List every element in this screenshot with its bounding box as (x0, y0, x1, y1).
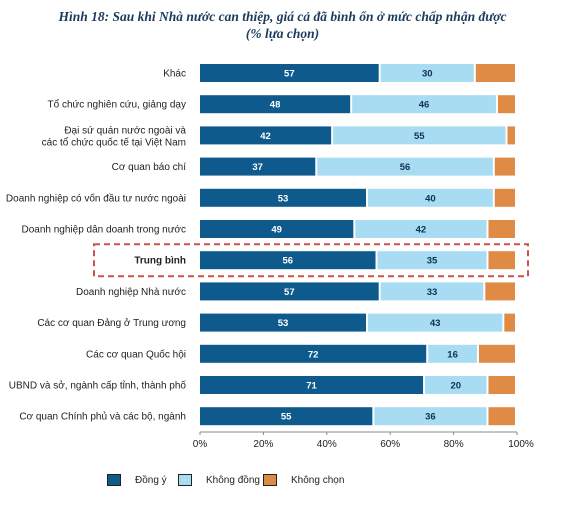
category-label: Doanh nghiệp dân doanh trong nước (22, 225, 187, 236)
data-label: 53 (278, 318, 289, 329)
bar-segment-no-choice (494, 188, 515, 207)
data-label: 49 (271, 225, 282, 236)
category-label: Tổ chức nghiên cứu, giảng dạy (48, 99, 186, 111)
bar-segment-agree (200, 251, 376, 270)
bar-segment-agree (200, 313, 367, 332)
bar-segment-agree (200, 376, 424, 394)
category-label: Doanh nghiệp Nhà nước (76, 287, 186, 298)
bar-segment-agree (200, 95, 351, 114)
data-label: 20 (450, 381, 461, 392)
bar-segment-no-choice (507, 126, 515, 145)
data-label: 37 (252, 162, 263, 173)
bar-segment-disagree (352, 95, 496, 114)
category-label: Doanh nghiệp có vốn đầu tư nước ngoài (6, 192, 186, 204)
bar-segment-disagree (377, 251, 487, 270)
x-tick-label: 80% (444, 439, 464, 450)
bar-segment-disagree (428, 344, 477, 363)
legend-label-disagree: Không đồng ý (206, 474, 268, 486)
bar-segment-agree (200, 407, 373, 426)
data-label: 30 (422, 69, 433, 80)
legend-swatch-disagree (178, 474, 192, 486)
chart-legend: Đồng ý Không đồng ý Không chọn (0, 474, 565, 494)
chart-subtitle: (% lựa chọn) (245, 26, 320, 41)
x-tick-label: 40% (317, 439, 337, 450)
category-label: UBND và sở, ngành cấp tỉnh, thành phố (9, 380, 187, 392)
data-label: 56 (400, 162, 411, 173)
data-label: 43 (430, 318, 441, 329)
data-label: 57 (284, 287, 295, 298)
data-label: 72 (308, 349, 319, 360)
bar-segment-disagree (380, 64, 474, 82)
bar-segment-agree (200, 126, 332, 145)
bar-segment-no-choice (488, 220, 515, 238)
data-label: 42 (260, 131, 271, 142)
data-label: 33 (427, 287, 438, 298)
legend-item-no-choice: Không chọn (263, 474, 344, 486)
data-label: 16 (447, 349, 458, 360)
data-label: 40 (425, 193, 436, 204)
data-label: 48 (270, 100, 281, 111)
data-label: 53 (278, 193, 289, 204)
x-tick-label: 60% (380, 439, 400, 450)
data-label: 71 (306, 381, 317, 392)
data-label: 36 (425, 412, 436, 423)
data-label: 42 (416, 225, 427, 236)
bar-segment-disagree (425, 376, 487, 394)
bar-segment-disagree (368, 188, 493, 207)
bar-segment-agree (200, 64, 379, 82)
data-label: 55 (414, 131, 425, 142)
legend-item-agree: Đồng ý (107, 474, 167, 486)
category-label: Cơ quan Chính phủ và các bộ, ngành (19, 411, 186, 423)
category-label: Các cơ quan Quốc hội (86, 348, 186, 360)
bar-segment-no-choice (504, 313, 515, 332)
x-tick-label: 0% (193, 439, 208, 450)
bar-segment-agree (200, 220, 354, 238)
bar-segment-agree (200, 282, 379, 301)
highlight-box (93, 243, 529, 278)
legend-item-disagree: Không đồng ý (178, 474, 268, 486)
bar-segment-disagree (374, 407, 487, 426)
bar-segment-no-choice (478, 344, 515, 363)
legend-label-agree: Đồng ý (135, 474, 167, 486)
data-label: 56 (282, 256, 293, 267)
legend-swatch-agree (107, 474, 121, 486)
category-label: Khác (163, 69, 186, 80)
bar-segment-no-choice (485, 282, 515, 301)
bar-segment-no-choice (494, 157, 515, 176)
bar-segment-disagree (317, 157, 493, 176)
x-tick-label: 100% (508, 439, 534, 450)
bar-segment-agree (200, 188, 367, 207)
data-label: 57 (284, 69, 295, 80)
legend-swatch-no-choice (263, 474, 277, 486)
bar-segment-no-choice (488, 407, 515, 426)
data-label: 35 (427, 256, 438, 267)
bar-segment-disagree (355, 220, 487, 238)
bar-segment-disagree (380, 282, 484, 301)
category-label: Trung bình (134, 256, 186, 267)
category-label: Các cơ quan Đảng ở Trung ương (37, 317, 186, 329)
category-label: Cơ quan báo chí (112, 162, 187, 173)
bar-segment-no-choice (488, 376, 515, 394)
category-label: Đại sứ quán nước ngoài và các tổ chức quố… (42, 125, 187, 148)
x-tick-label: 20% (253, 439, 273, 450)
bar-segment-disagree (333, 126, 506, 145)
stacked-bar-chart: Khác 57 30 Tổ chức nghiên cứu, giảng dạy 48 4… (6, 64, 534, 450)
bar-segment-agree (200, 157, 316, 176)
legend-label-no-choice: Không chọn (291, 474, 345, 486)
bar-segment-no-choice (475, 64, 515, 82)
chart-title: Hình 18: Sau khi Nhà nước can thiệp, giá… (58, 9, 507, 24)
bar-segment-disagree (368, 313, 503, 332)
bar-segment-no-choice (488, 251, 515, 270)
data-label: 46 (419, 100, 430, 111)
data-label: 55 (281, 412, 292, 423)
bar-segment-agree (200, 344, 427, 363)
bar-segment-no-choice (497, 95, 515, 114)
